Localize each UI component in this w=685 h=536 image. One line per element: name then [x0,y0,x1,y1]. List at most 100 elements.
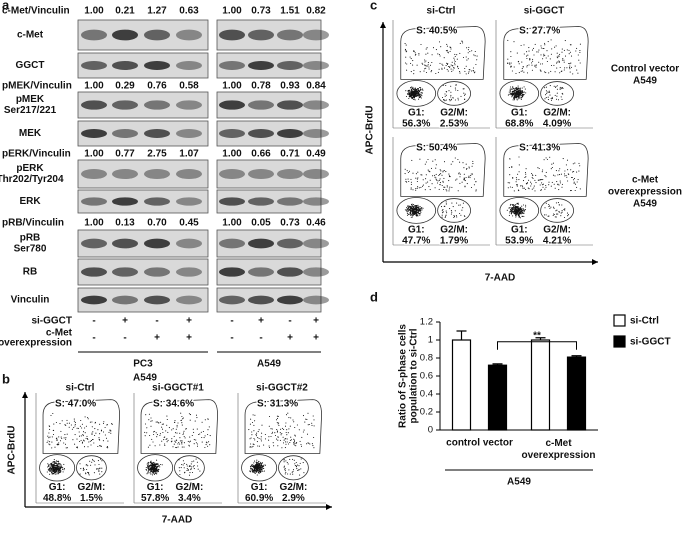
blot-band [277,169,303,179]
event-dot [554,184,555,185]
event-dot [446,189,447,190]
event-dot [439,54,440,55]
event-dot [508,182,509,183]
event-dot [410,92,411,93]
event-dot [72,439,73,440]
event-dot [150,421,151,422]
event-dot [551,186,552,187]
event-dot [517,206,518,207]
event-dot [568,173,569,174]
event-dot [81,435,82,436]
event-dot [570,52,571,53]
s-phase-label: S: 50.4% [416,142,457,153]
blot-band [248,61,274,70]
event-dot [105,434,106,435]
event-dot [548,184,549,185]
y-tick-label: 0.4 [420,389,433,400]
error-bar [457,331,467,340]
event-dot [417,89,418,90]
event-dot [199,471,200,472]
event-dot [157,464,158,465]
event-dot [510,56,511,57]
event-dot [520,92,521,93]
event-dot [557,214,558,215]
event-dot [259,469,260,470]
event-dot [107,447,108,448]
blot-band [303,169,329,179]
event-dot [196,415,197,416]
event-dot [549,95,550,96]
event-dot [186,470,187,471]
event-dot [512,205,513,206]
event-dot [50,463,51,464]
event-dot [294,443,295,444]
event-dot [532,177,533,178]
event-dot [557,89,558,90]
event-dot [451,210,452,211]
event-dot [252,422,253,423]
event-dot [512,211,513,212]
event-dot [278,423,279,424]
event-dot [455,88,456,89]
event-dot [442,97,443,98]
event-dot [459,172,460,173]
event-dot [566,177,567,178]
event-dot [526,58,527,59]
event-dot [254,439,255,440]
event-dot [61,438,62,439]
blot-label: Thr202/Tyr204 [0,174,64,185]
blot-band [277,197,303,205]
event-dot [261,469,262,470]
event-dot [520,185,521,186]
event-dot [551,39,552,40]
g2m-label: G2/M: [280,482,308,493]
event-dot [554,47,555,48]
event-dot [411,71,412,72]
event-dot [192,472,193,473]
event-dot [254,461,255,462]
event-dot [562,210,563,211]
event-dot [473,70,474,71]
event-dot [88,441,89,442]
event-dot [258,463,259,464]
event-dot [174,441,175,442]
event-dot [532,59,533,60]
event-dot [92,439,93,440]
event-dot [54,464,55,465]
event-dot [257,445,258,446]
event-dot [50,469,51,470]
event-dot [569,68,570,69]
event-dot [558,189,559,190]
event-dot [512,215,513,216]
event-dot [462,162,463,163]
event-dot [49,444,50,445]
event-dot [412,216,413,217]
event-dot [98,470,99,471]
event-dot [408,98,409,99]
event-dot [199,433,200,434]
event-dot [525,89,526,90]
event-dot [574,163,575,164]
event-dot [85,473,86,474]
event-dot [509,158,510,159]
event-dot [258,462,259,463]
event-dot [414,206,415,207]
event-dot [557,56,558,57]
event-dot [179,470,180,471]
event-dot [454,63,455,64]
event-dot [195,439,196,440]
event-dot [536,51,537,52]
event-dot [464,99,465,100]
event-dot [164,445,165,446]
event-dot [525,206,526,207]
event-dot [158,469,159,470]
event-dot [277,436,278,437]
event-dot [453,215,454,216]
event-dot [547,159,548,160]
event-dot [572,73,573,74]
event-dot [202,442,203,443]
event-dot [181,440,182,441]
event-dot [269,426,270,427]
event-dot [179,444,180,445]
event-dot [509,64,510,65]
